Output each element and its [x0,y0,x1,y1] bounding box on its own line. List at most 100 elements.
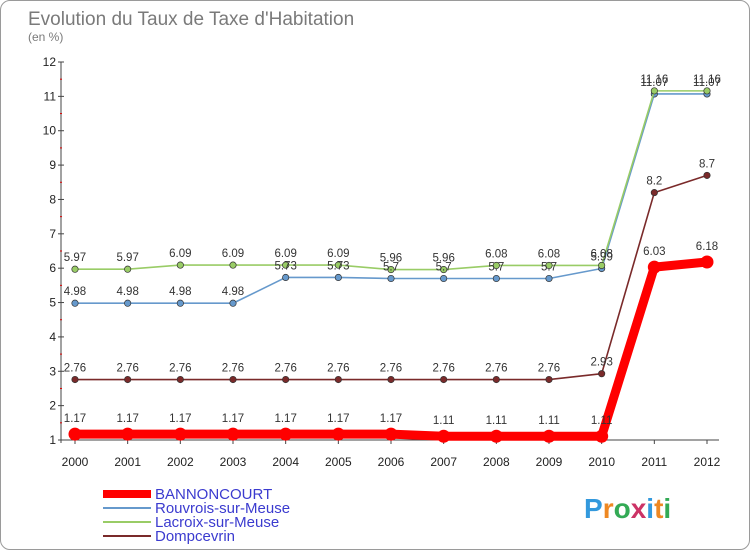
data-point [334,375,342,384]
data-label: 1.11 [486,415,508,427]
y-tick-label: 8 [49,192,56,206]
y-tick-label: 1 [49,433,56,447]
x-tick-label: 2002 [167,455,194,469]
y-tick-label: 11 [44,89,57,103]
logo-letter: r [603,493,614,524]
data-labels: 2.76 2.76 2.76 2.76 2.76 2.76 2.76 2.76 2.76 2.76… [64,74,721,427]
data-point [226,427,240,441]
y-tick-label: 9 [49,158,56,172]
logo-letter: i [663,493,671,524]
x-tick-label: 2012 [694,455,721,469]
data-point [176,299,184,307]
data-point [545,375,553,384]
data-label: 1.17 [274,413,296,425]
data-label: 1.17 [64,413,86,425]
x-tick-label: 2008 [483,455,510,469]
data-label: 11.16 [640,74,668,86]
data-label: 8.7 [699,158,715,170]
legend: BANNONCOURTRouvrois-sur-MeuseLacroix-sur… [103,486,290,545]
data-label: 2.76 [485,363,507,375]
x-tick-label: 2000 [62,455,89,469]
data-point [598,370,606,378]
data-point [124,265,132,273]
data-point [334,261,342,269]
y-tick-label: 5 [49,296,56,310]
legend-label: Lacroix-sur-Meuse [155,514,279,531]
y-tick-label: 2 [49,399,56,413]
chart-title: Evolution du Taux de Taxe d'Habitation [28,9,354,30]
y-tick-label: 10 [43,124,57,138]
data-label: 1.11 [591,415,613,427]
data-label: 1.11 [538,415,560,427]
data-point [595,429,609,443]
x-tick-label: 2001 [114,455,141,469]
data-label: 2.76 [432,363,454,375]
data-label: 2.76 [274,363,296,375]
data-label: 4.98 [64,286,86,298]
data-point [71,265,79,273]
data-label: 6.09 [169,248,191,260]
x-tick-label: 2003 [220,455,247,469]
data-label: 4.98 [169,286,191,298]
x-tick-label: 2005 [325,455,352,469]
data-label: 4.98 [116,286,138,298]
data-label: 11.07 [640,77,668,89]
data-point [492,274,500,283]
data-point [492,261,500,269]
logo-letter: o [614,493,631,524]
data-label: 11.07 [693,77,721,89]
data-point [124,375,132,384]
data-point [647,260,661,274]
data-label: 5.73 [274,260,296,272]
logo-letter: t [654,493,663,524]
data-label: 2.76 [327,363,349,375]
legend-label: BANNONCOURT [155,486,272,503]
data-label: 2.76 [538,363,560,375]
data-point [387,266,395,274]
data-label: 6.03 [643,246,665,258]
data-point [703,87,711,95]
data-point [384,427,398,441]
data-point [598,261,606,269]
data-label: 2.93 [590,357,612,369]
data-label: 2.76 [64,363,86,375]
x-tick-label: 2009 [536,455,563,469]
data-point [440,266,448,274]
chart-subtitle: (en %) [28,30,63,44]
data-label: 8.2 [646,176,662,188]
series-line [74,90,708,271]
legend-label: Dompcevrin [155,528,235,545]
data-label: 5.97 [116,252,138,264]
x-tick-label: 2007 [430,455,457,469]
data-point [650,189,658,197]
data-label: 5.7 [436,261,452,273]
data-label: 4.98 [222,286,244,298]
data-label: 5.97 [64,252,86,264]
data-label: 6.09 [327,248,349,260]
data-label: 5.7 [488,261,504,273]
data-point [542,429,556,443]
data-point [229,299,237,307]
data-label: 5.96 [432,253,454,265]
data-label: 6.09 [274,248,296,260]
data-point [173,427,187,441]
data-point [489,429,503,443]
data-label: 6.18 [696,241,718,253]
data-label: 2.76 [116,363,138,375]
data-point [176,375,184,384]
proxiti-logo: Proxiti [584,493,671,524]
y-tick-label: 3 [49,364,56,378]
data-point [121,427,135,441]
data-point [229,375,237,384]
data-point [440,375,448,384]
y-tick-label: 7 [49,227,56,241]
data-point [331,427,345,441]
series-layer [68,87,714,443]
data-point [492,375,500,384]
data-label: 5.96 [380,253,402,265]
data-label: 1.17 [169,413,191,425]
data-point [387,375,395,384]
